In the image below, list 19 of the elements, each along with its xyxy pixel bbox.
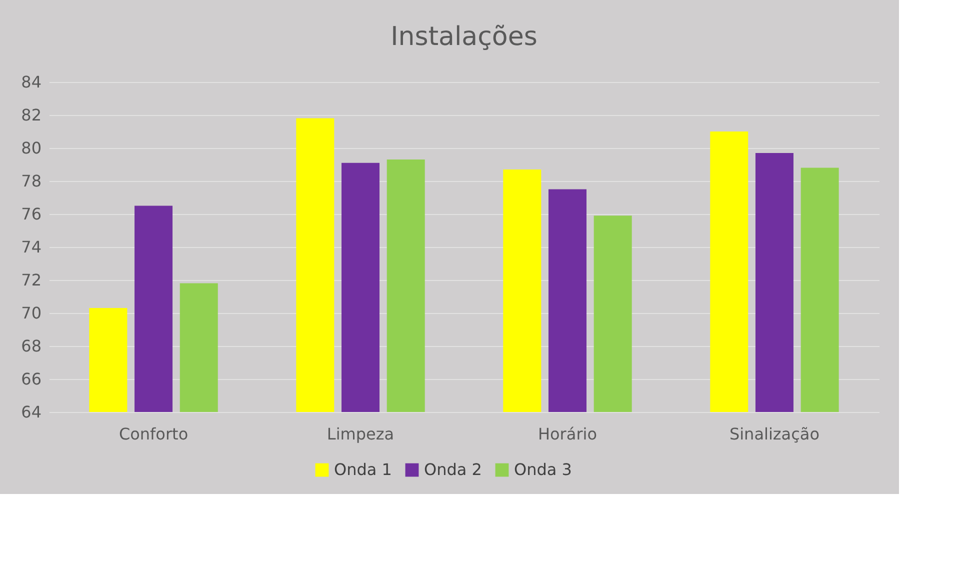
- y-tick-label: 76: [21, 204, 42, 224]
- y-tick-label: 70: [21, 304, 42, 322]
- x-tick-label: Horário: [538, 424, 597, 444]
- y-tick-label: 84: [21, 72, 42, 92]
- chart-title: Instalações: [390, 22, 538, 52]
- x-tick-label: Limpeza: [326, 424, 394, 444]
- y-tick-label: 74: [21, 238, 42, 256]
- y-tick-label: 66: [21, 370, 42, 388]
- legend-label: Onda 3: [514, 460, 572, 479]
- y-tick-label: 68: [21, 336, 42, 356]
- legend-label: Onda 1: [334, 460, 392, 479]
- y-tick-label: 78: [21, 172, 42, 190]
- y-tick-label: 82: [21, 106, 42, 124]
- y-tick-label: 80: [21, 138, 42, 158]
- y-tick-label: 72: [21, 270, 42, 290]
- y-tick-label: 64: [21, 402, 42, 422]
- x-tick-label: Conforto: [118, 424, 188, 444]
- x-tick-label: Sinalização: [729, 424, 820, 444]
- legend-label: Onda 2: [424, 460, 482, 479]
